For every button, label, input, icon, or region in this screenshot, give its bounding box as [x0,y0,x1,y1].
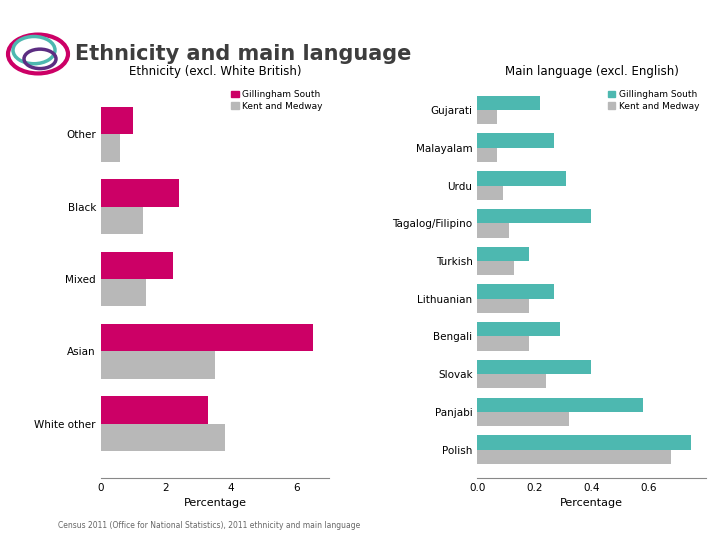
Bar [477,261,515,275]
Bar [477,336,528,351]
Title: Main language (excl. English): Main language (excl. English) [505,65,678,78]
Bar [477,412,569,426]
Legend: Gillingham South, Kent and Medway: Gillingham South, Kent and Medway [230,88,325,112]
Bar [477,223,509,238]
Bar [101,324,312,352]
Bar [477,322,560,336]
Bar [477,96,540,110]
Bar [101,179,179,207]
Bar [477,285,554,299]
Bar [477,360,592,374]
Bar [101,279,146,307]
X-axis label: Percentage: Percentage [184,498,246,508]
Bar [101,252,173,279]
Bar [101,396,208,424]
Bar [101,207,143,234]
Bar [101,352,215,379]
X-axis label: Percentage: Percentage [560,498,623,508]
Bar [101,424,225,451]
Bar [477,133,554,148]
Bar [477,110,498,124]
Bar [477,374,546,388]
Bar [477,299,528,313]
Bar [101,107,133,134]
Title: Ethnicity (excl. White British): Ethnicity (excl. White British) [129,65,301,78]
Bar [477,247,528,261]
Bar [101,134,120,162]
Bar [477,397,643,412]
Text: Census 2011 (Office for National Statistics), 2011 ethnicity and main language: Census 2011 (Office for National Statist… [58,521,360,530]
Bar [477,435,691,450]
Legend: Gillingham South, Kent and Medway: Gillingham South, Kent and Medway [606,88,701,112]
Bar [477,171,566,186]
Text: Ethnicity and main language: Ethnicity and main language [75,44,411,64]
Bar [477,148,498,162]
Bar [477,450,671,464]
Bar [477,209,592,223]
Bar [477,186,503,200]
Text: 16: 16 [9,12,24,22]
